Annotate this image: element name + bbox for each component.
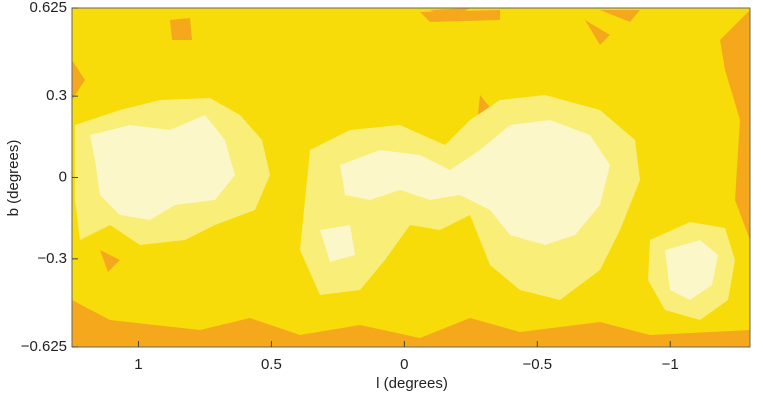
x-tick-label: 1: [134, 356, 142, 373]
contour-field: [72, 8, 750, 347]
contour-level: [720, 10, 750, 240]
y-axis-label: b (degrees): [5, 140, 22, 217]
y-tick-label: 0.3: [46, 87, 67, 104]
x-tick-label: 0: [400, 356, 408, 373]
y-tick-label: 0.625: [29, 0, 67, 16]
contour-level: [320, 225, 718, 300]
x-tick-label: 0.5: [261, 356, 282, 373]
y-tick-label: 0: [59, 168, 67, 185]
y-tick-label: −0.3: [37, 250, 67, 267]
contour-level: [90, 115, 235, 220]
contour-level: [340, 120, 610, 245]
x-tick-label: −1: [662, 356, 679, 373]
x-axis-label: l (degrees): [376, 375, 448, 392]
y-tick-label: −0.625: [21, 338, 67, 355]
contour-level: [72, 300, 750, 347]
x-tick-label: −0.5: [522, 356, 552, 373]
